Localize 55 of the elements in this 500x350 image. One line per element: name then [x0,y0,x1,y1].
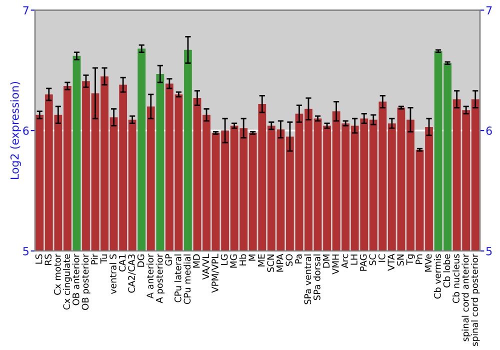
x-tick-label: SO [286,254,293,266]
x-tick-label: A anterior [146,254,154,299]
x-tick-label: LH [350,254,358,265]
x-tick-label: SCN [267,254,274,272]
x-tick-label: LS [35,254,42,264]
x-tick-label: DM [322,254,330,268]
x-tick-label: Pn [416,254,422,264]
x-tick-label: Cb lobe [443,254,450,288]
x-tick-label: CA1 [118,254,126,272]
x-tick-label: SPa dorsal [313,254,320,300]
x-tick-label: DG [137,254,144,267]
x-tick-label: Tu [100,254,108,264]
x-tick-label: Hb [239,254,246,266]
y2-tick-label: 5 [486,247,492,256]
x-tick-label: VA/VL [202,254,210,280]
x-tick-label: Cx motor [54,254,61,295]
x-tick-label: OB posterior [82,254,90,310]
x-tick-label: Cb vermis [434,254,441,299]
y2-tick-label: 6 [486,126,492,135]
x-tick-label: CPu medial [184,254,191,304]
y2-tick-label: 7 [486,6,492,14]
x-tick-label: Pa [295,254,302,264]
x-tick-label: CPu lateral [174,254,182,302]
x-tick-label: SN [396,254,404,266]
x-tick-label: LG [220,254,228,265]
x-tick-label: SPa ventral [304,254,312,304]
x-tick-label: OB anterior [72,254,80,306]
x-tick-label: ME [258,254,265,266]
y-axis-title: Log2 (expression) [10,82,21,179]
y-tick-label: 5 [23,247,28,256]
x-tick-label: Cx cingulate [63,254,72,310]
x-tick-label: A posterior [156,254,165,304]
x-tick-label: M [248,254,256,261]
x-tick-label: RS [44,254,52,265]
x-tick-label: Arc [341,254,348,268]
x-tick-label: Tg [406,254,415,265]
y-tick-label: 7 [23,6,28,14]
x-tick-label: Pir [90,254,98,264]
x-tick-label: PAG [360,254,367,271]
x-tick-label: ventral S [109,254,116,294]
x-tick-label: VTA [388,254,394,271]
x-tick-label: MPA [276,254,284,272]
x-tick-label: spinal cord anterior [462,254,470,342]
x-tick-label: CA2/CA3 [128,254,136,293]
x-tick-label: VPM/VPL [212,254,220,293]
x-tick-label: spinal cord posterior [470,254,480,346]
x-tick-label: MVe [424,254,432,272]
x-tick-label: IC [378,254,386,262]
x-tick-label: VMH [332,254,339,274]
y-tick-label: 6 [23,126,29,135]
x-tick-label: MG [230,254,237,268]
x-tick-label: SC [369,254,376,266]
x-tick-label: GP [165,254,172,266]
x-tick-label: MD [193,254,200,268]
x-tick-label: Cb nucleus [452,254,460,304]
